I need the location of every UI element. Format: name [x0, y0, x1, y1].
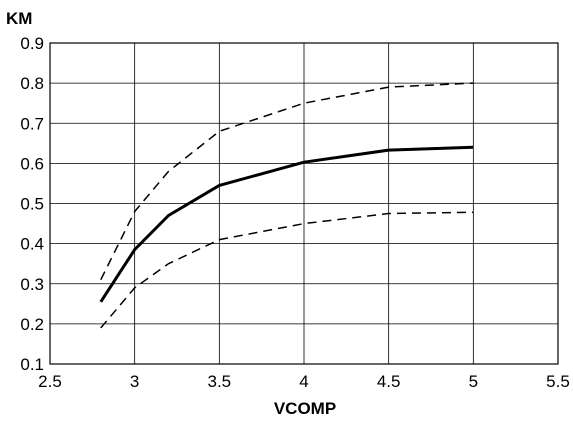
x-tick-label: 5.5: [546, 372, 570, 391]
series-line-dashed: [100, 211, 474, 329]
x-axis-title: VCOMP: [274, 399, 336, 418]
x-tick-label: 4: [299, 372, 308, 391]
x-tick-label: 5: [469, 372, 478, 391]
y-tick-label: 0.5: [20, 195, 44, 214]
y-tick-label: 0.9: [20, 34, 44, 53]
grid: [49, 42, 559, 365]
plot-frame: [49, 42, 559, 365]
x-tick-label: 3: [130, 372, 139, 391]
y-tick-label: 0.6: [20, 154, 44, 173]
y-tick-label: 0.2: [20, 315, 44, 334]
series-line-solid: [99, 145, 474, 303]
series-layer: [99, 82, 474, 329]
x-tick-label: 3.5: [208, 372, 232, 391]
y-tick-label: 0.3: [20, 275, 44, 294]
y-tick-label: 0.7: [20, 114, 44, 133]
y-tick-label: 0.8: [20, 74, 44, 93]
x-tick-label: 2.5: [38, 372, 62, 391]
y-tick-label: 0.1: [20, 355, 44, 374]
tick-labels: 2.5 3 3.5 4 4.5 5 5.5 0.1 0.2 0.3 0.4 0.5 0.6 0.7 0.8 0…: [20, 34, 569, 391]
y-axis-title: KM: [6, 9, 32, 28]
series-line-dashed: [100, 82, 474, 281]
x-tick-label: 4.5: [377, 372, 401, 391]
y-tick-label: 0.4: [20, 235, 44, 254]
